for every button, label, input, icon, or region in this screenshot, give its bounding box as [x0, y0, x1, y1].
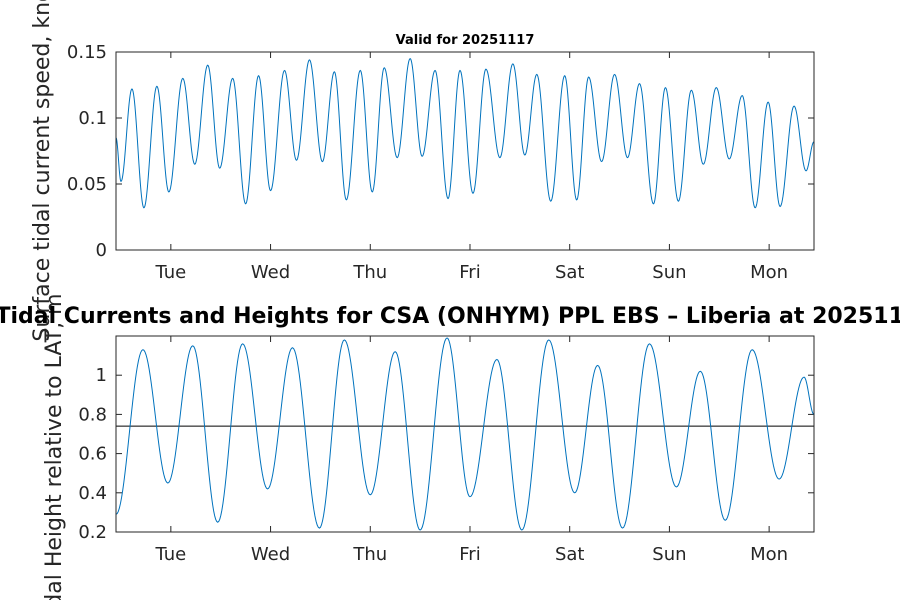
y-tick-label: 0.4	[78, 483, 107, 504]
x-tick-label: Mon	[750, 544, 788, 565]
x-tick-label: Tue	[154, 544, 186, 565]
height-y-axis-label: Tidal Height relative to LAT, m	[42, 293, 67, 600]
y-tick-label: 0.05	[67, 174, 107, 195]
x-tick-label: Fri	[459, 544, 480, 565]
x-tick-label: Thu	[352, 544, 387, 565]
current-speed-plot: Valid for 20251117 0 0.05 0.1 0.15 Tue Wed Th…	[30, 0, 815, 342]
current-plot-title: Valid for 20251117	[396, 33, 535, 48]
y-tick-label: 0.15	[67, 42, 107, 63]
x-tick-label: Fri	[459, 262, 480, 283]
height-plot-axes-box	[115, 335, 815, 533]
tidal-height-line	[115, 337, 815, 531]
x-tick-label: Thu	[352, 262, 387, 283]
y-tick-label: 1	[96, 365, 107, 386]
current-y-ticks: 0 0.05 0.1 0.15	[67, 42, 814, 261]
y-tick-label: 0.2	[78, 522, 107, 543]
x-tick-label: Wed	[251, 544, 290, 565]
y-tick-label: 0.1	[78, 108, 107, 129]
y-tick-label: 0	[96, 240, 107, 261]
current-speed-line	[115, 57, 815, 209]
x-tick-label: Sun	[652, 544, 686, 565]
current-plot-axes-box	[115, 51, 815, 251]
x-tick-label: Tue	[154, 262, 186, 283]
y-tick-label: 0.8	[78, 404, 107, 425]
y-tick-label: 0.6	[78, 444, 107, 465]
x-tick-label: Sat	[555, 544, 585, 565]
current-x-ticks: Tue Wed Thu Fri Sat Sun Mon	[154, 52, 788, 283]
tidal-height-plot: 0.2 0.4 0.6 0.8 1 Tue Wed Thu Fri Sat Sun Mon Tida…	[0, 293, 900, 600]
height-y-ticks: 0.2 0.4 0.6 0.8 1	[78, 365, 814, 543]
height-plot-title: Tidal Currents and Heights for CSA (ONHY…	[0, 304, 900, 329]
height-x-ticks: Tue Wed Thu Fri Sat Sun Mon	[154, 336, 788, 565]
x-tick-label: Sat	[555, 262, 585, 283]
current-y-axis-label: Surface tidal current speed, knots	[30, 0, 55, 342]
x-tick-label: Mon	[750, 262, 788, 283]
x-tick-label: Wed	[251, 262, 290, 283]
x-tick-label: Sun	[652, 262, 686, 283]
